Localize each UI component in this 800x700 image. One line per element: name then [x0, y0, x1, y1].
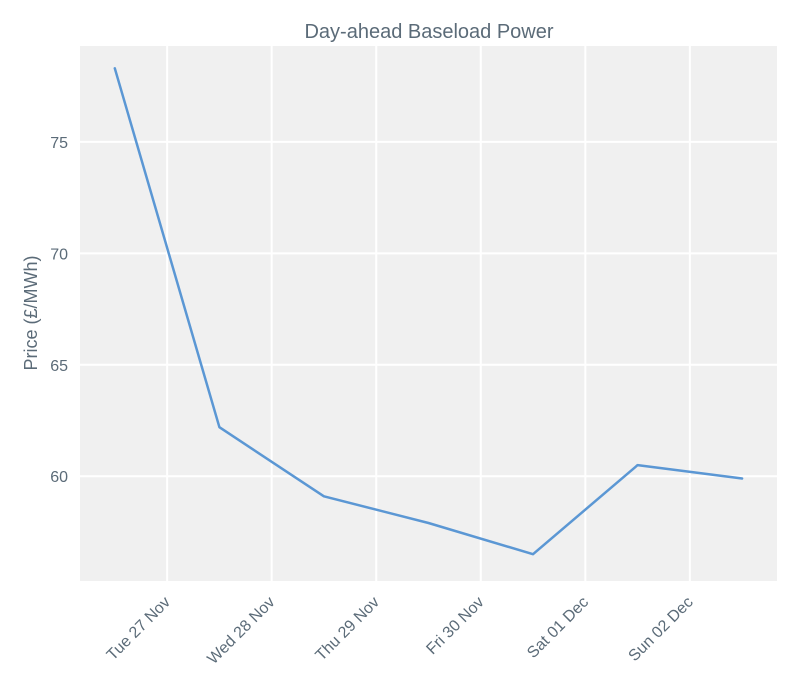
grid [80, 46, 777, 581]
x-tick-label: Fri 30 Nov [423, 594, 487, 658]
x-tick-label: Tue 27 Nov [104, 594, 174, 664]
x-tick-label: Wed 28 Nov [204, 594, 278, 668]
x-tick-label: Thu 29 Nov [313, 594, 384, 665]
y-tick-label: 75 [50, 135, 68, 152]
y-tick-label: 60 [50, 469, 68, 486]
x-tick-label: Sun 02 Dec [626, 594, 697, 665]
x-tick-labels: Tue 27 Nov Wed 28 Nov Thu 29 Nov Fri 30 Nov… [104, 594, 697, 668]
y-axis-label: Price (£/MWh) [21, 255, 41, 370]
x-tick-label: Sat 01 Dec [524, 594, 592, 662]
price-series-line [113, 67, 744, 556]
y-tick-label: 65 [50, 358, 68, 375]
plot-area [80, 46, 777, 581]
series-group [113, 67, 744, 556]
chart-title: Day-ahead Baseload Power [304, 21, 553, 43]
y-tick-labels: 60 65 70 75 [50, 135, 68, 486]
y-tick-label: 70 [50, 246, 68, 263]
